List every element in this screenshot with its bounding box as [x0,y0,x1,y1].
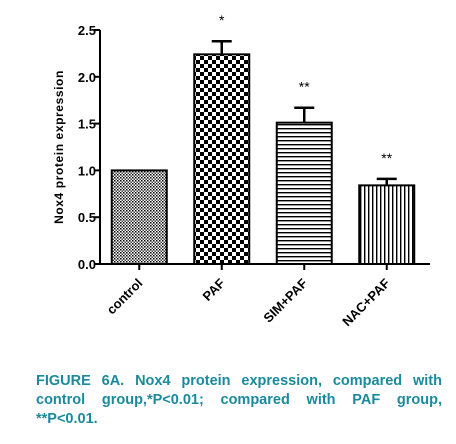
y-axis-label: Nox4 protein expression [52,70,66,224]
significance-label: * [219,12,225,28]
x-tick-label: SIM+PAF [260,275,310,325]
bar-chart: 0.0 0.5 1.0 1.5 2.0 2.5 control PAF * SIM+PAF ** NA… [52,12,430,329]
y-tick-label: 1.0 [78,163,96,178]
y-tick-label: 2.0 [78,70,96,85]
significance-label: ** [299,79,310,95]
x-tick-label: PAF [200,275,228,303]
y-tick-label: 1.5 [78,117,96,132]
bar-paf [193,53,251,265]
y-tick-label: 0.5 [78,210,96,225]
x-tick-label: control [104,276,146,318]
bar-control [110,169,168,265]
y-tick-label: 2.5 [78,23,96,38]
figure-caption: FIGURE 6A. Nox4 protein expression, comp… [36,373,442,427]
y-tick-label: 0.0 [78,257,96,272]
x-tick-label: NAC+PAF [339,275,393,329]
bar-nac-paf [358,184,416,266]
bar-sim-paf [275,121,333,265]
significance-label: ** [381,150,392,166]
bars [110,39,416,266]
